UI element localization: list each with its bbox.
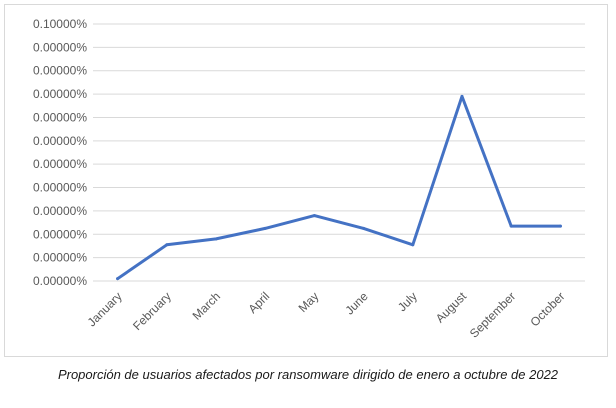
x-tick-label: August [433, 289, 470, 326]
line-chart: 0.00000% 0.00000% 0.00000% 0.00000% 0.00000%… [33, 17, 585, 341]
data-point [411, 243, 415, 247]
data-point [214, 237, 218, 241]
gridlines [93, 23, 585, 282]
data-point [312, 214, 316, 218]
data-point [509, 224, 513, 228]
data-point [460, 94, 464, 98]
y-tick-label: 0.00000% [33, 134, 87, 148]
x-tick-label: May [296, 289, 322, 315]
y-tick-label: 0.10000% [33, 17, 87, 31]
y-tick-label: 0.00000% [33, 251, 87, 265]
y-tick-label: 0.00000% [33, 204, 87, 218]
x-tick-label: February [130, 289, 174, 333]
x-tick-label: March [190, 289, 223, 322]
series-line [116, 94, 562, 281]
x-tick-label: October [527, 289, 567, 329]
chart-frame: 0.00000% 0.00000% 0.00000% 0.00000% 0.00000%… [4, 4, 608, 357]
series-layer [116, 94, 562, 281]
x-tick-label: June [342, 289, 371, 318]
chart-caption: Proporción de usuarios afectados por ran… [57, 367, 559, 382]
y-tick-label: 0.00000% [33, 181, 87, 195]
y-tick-label: 0.00000% [33, 64, 87, 78]
data-point [558, 224, 562, 228]
y-tick-label: 0.00000% [33, 110, 87, 124]
data-point [165, 243, 169, 247]
y-axis-tick-labels: 0.00000% 0.00000% 0.00000% 0.00000% 0.00000%… [33, 17, 87, 288]
y-tick-label: 0.00000% [33, 157, 87, 171]
y-tick-label: 0.00000% [33, 87, 87, 101]
x-tick-label: July [395, 289, 420, 314]
x-tick-label: September [467, 289, 518, 340]
y-tick-label: 0.00000% [33, 227, 87, 241]
x-axis-tick-labels: January February March April May June July Augu… [85, 289, 568, 341]
x-tick-label: January [85, 289, 125, 329]
y-tick-label: 0.00000% [33, 40, 87, 54]
data-point [263, 226, 267, 230]
data-point [362, 226, 366, 230]
x-tick-label: April [245, 289, 272, 316]
data-point [116, 277, 120, 281]
y-tick-label: 0.00000% [33, 274, 87, 288]
